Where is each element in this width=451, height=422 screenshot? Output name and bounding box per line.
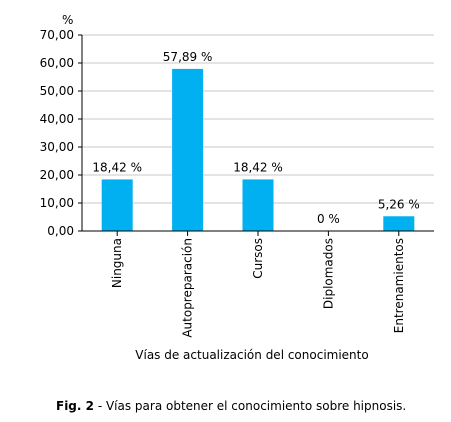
data-label: 0 % [317,212,340,226]
gridlines [82,34,434,204]
data-label: 18,42 % [233,160,283,174]
x-category-label: Entrenamientos [392,238,406,333]
x-category-label: Diplomados [321,238,335,309]
x-category-label: Cursos [251,238,265,279]
x-category-label: Autopreparación [181,238,195,338]
y-unit-label: % [62,13,73,27]
x-category-labels: Ninguna Autopreparación Cursos Diplomados En… [110,238,406,338]
figure-label: Fig. 2 [56,399,94,413]
bar [101,179,133,231]
data-label: 18,42 % [92,160,142,174]
y-tick-label: 10,00 [40,196,74,210]
y-tick-label: 70,00 [40,28,74,42]
y-tick-labels: 0,00 10,00 20,00 30,00 40,00 50,00 60,00 70,00 [40,28,74,238]
data-label: 57,89 % [163,50,213,64]
y-tick-label: 50,00 [40,84,74,98]
bar [172,68,204,232]
axes [78,34,434,236]
data-label: 5,26 % [378,197,420,211]
x-category-label: Ninguna [110,238,124,288]
bar [383,216,415,231]
y-tick-label: 20,00 [40,168,74,182]
x-axis-title: Vías de actualización del conocimiento [135,348,368,362]
bar [242,179,274,231]
y-tick-label: 0,00 [47,224,74,238]
y-tick-label: 60,00 [40,56,74,70]
y-tick-label: 30,00 [40,140,74,154]
figure-caption: Fig. 2 - Vías para obtener el conocimien… [56,399,406,413]
bars [101,68,415,232]
y-tick-label: 40,00 [40,112,74,126]
figure-caption-text: - Vías para obtener el conocimiento sobr… [94,399,407,413]
data-labels: 18,42 % 57,89 % 18,42 % 0 % 5,26 % [92,50,419,226]
